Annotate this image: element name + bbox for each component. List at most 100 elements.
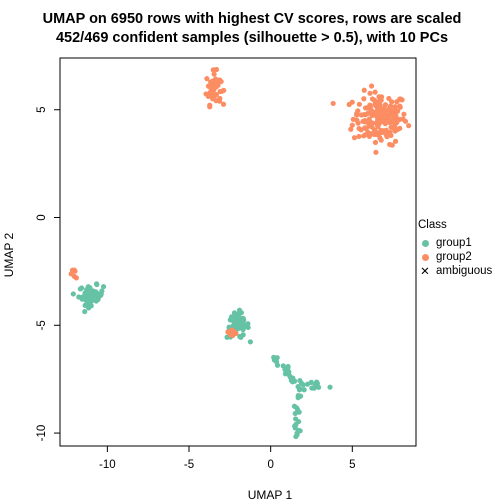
group2-point: [69, 267, 76, 273]
group1-point: [283, 366, 290, 372]
group2-point: [358, 127, 364, 133]
group2-point: [354, 110, 360, 117]
legend-label-ambiguous: ambiguous: [436, 265, 493, 277]
group2-point: [387, 103, 394, 109]
group2-point: [383, 127, 389, 133]
chart-title-line-1: UMAP on 6950 rows with highest CV scores…: [42, 11, 462, 27]
group2-point: [378, 127, 384, 134]
group1-point: [76, 294, 82, 300]
group1-point: [296, 418, 302, 425]
chart-title-line-2: 452/469 confident samples (silhouette > …: [55, 30, 449, 46]
group2-point: [211, 71, 217, 77]
group2-point: [228, 332, 234, 338]
group2-point: [397, 96, 403, 102]
group1-point: [82, 308, 88, 315]
x-tick-label: 0: [267, 459, 273, 471]
x-tick-label: -5: [184, 459, 194, 471]
group2-point: [375, 124, 381, 130]
group1-point: [240, 326, 246, 333]
group2-point: [354, 117, 360, 123]
group1-point: [296, 387, 303, 393]
group2-point: [361, 87, 367, 93]
legend-label-group1: group1: [436, 237, 472, 249]
group1-point: [224, 334, 230, 340]
legend: Class group1 group2 ✕ ambiguous: [418, 219, 492, 278]
group1-point: [77, 286, 83, 292]
group1-marker-icon: [421, 239, 429, 247]
group2-point: [392, 138, 399, 144]
group2-point: [363, 119, 369, 125]
group1-point: [98, 291, 104, 298]
group1-point: [309, 385, 315, 391]
group1-point: [282, 371, 289, 377]
group2-point: [378, 97, 384, 103]
legend-label-group2: group2: [436, 251, 472, 263]
group1-point: [294, 430, 300, 436]
group1-point: [70, 291, 76, 297]
group1-point: [100, 284, 107, 290]
group1-point: [88, 298, 95, 304]
group2-point: [330, 100, 336, 107]
cross-marker-icon: ✕: [420, 266, 430, 278]
group2-point: [393, 113, 399, 119]
group1-point: [291, 403, 298, 409]
group2-point: [387, 129, 393, 135]
group1-point: [235, 321, 241, 328]
group2-point: [356, 133, 362, 140]
group2-point: [210, 78, 216, 84]
group1-point: [304, 381, 311, 387]
group2-point: [367, 102, 373, 108]
group2-point: [387, 119, 393, 126]
group2-point: [346, 101, 352, 108]
group1-point: [327, 384, 333, 390]
group2-point: [349, 122, 355, 128]
group1-point: [83, 294, 89, 300]
legend-title: Class: [418, 219, 447, 231]
group2-point: [220, 101, 227, 107]
group2-point: [382, 102, 389, 108]
group2-point: [383, 116, 389, 122]
group2-point: [387, 109, 393, 115]
legend-item-group1: group1: [418, 236, 492, 250]
group2-point: [372, 139, 379, 146]
group1-point: [313, 383, 320, 389]
group2-point: [361, 96, 367, 102]
group2-point: [348, 126, 354, 132]
group2-point: [401, 111, 407, 117]
group1-point: [288, 375, 294, 381]
group2-point: [362, 132, 368, 138]
group2-point: [351, 135, 358, 141]
group2-point: [378, 137, 384, 143]
group2-point: [392, 120, 398, 126]
x-tick-label: -10: [99, 459, 116, 471]
group2-point: [400, 116, 406, 122]
y-tick-label: 5: [36, 107, 48, 113]
group2-point: [207, 104, 213, 110]
group2-point: [406, 123, 412, 129]
group2-point: [203, 91, 209, 97]
group2-point: [395, 126, 401, 133]
group1-point: [94, 281, 100, 288]
group2-point: [377, 113, 383, 119]
group2-point: [365, 110, 371, 117]
group2-marker-icon: [421, 253, 429, 261]
group1-point: [227, 317, 233, 323]
group2-point: [368, 83, 375, 89]
group2-point: [379, 107, 385, 113]
group1-point: [247, 339, 253, 345]
x-axis-label: UMAP 1: [247, 488, 293, 502]
group2-point: [375, 131, 381, 138]
group2-point: [389, 142, 395, 148]
group1-point: [238, 334, 244, 340]
group1-point: [297, 377, 303, 384]
group1-point: [295, 393, 301, 399]
group2-point: [217, 77, 223, 83]
group2-point: [358, 112, 365, 118]
group1-point: [301, 387, 307, 393]
group2-point: [207, 84, 213, 91]
group1-point: [239, 320, 245, 326]
y-tick-label: -10: [36, 425, 48, 442]
group2-point: [212, 92, 218, 98]
group2-point: [384, 133, 390, 139]
x-tick-label: 5: [349, 459, 355, 471]
